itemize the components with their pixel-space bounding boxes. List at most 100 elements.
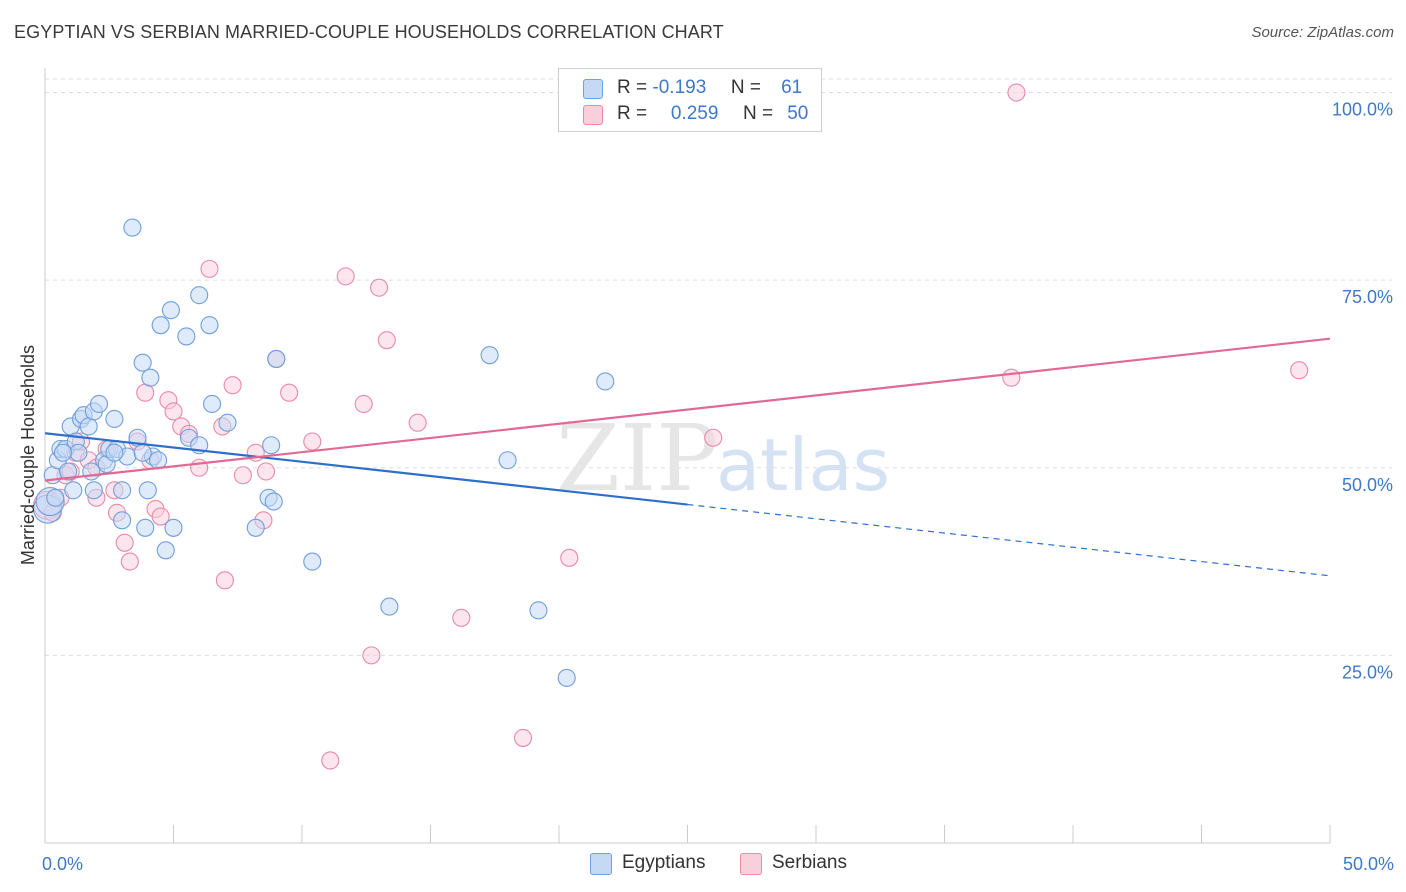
egyptians-point-48 bbox=[303, 552, 322, 571]
serbians-point-18 bbox=[151, 507, 170, 526]
legend-swatch-serbians bbox=[583, 105, 603, 125]
y-tick-label-0: 25.0% bbox=[1342, 662, 1393, 682]
serbians-point-24 bbox=[200, 259, 219, 278]
serbians-point-31 bbox=[256, 462, 276, 481]
egyptians-point-8 bbox=[64, 481, 83, 500]
egyptians-trend-extension bbox=[687, 503, 1331, 577]
bottom-legend-swatch-serbians bbox=[740, 853, 762, 875]
egyptians-point-50 bbox=[480, 346, 499, 365]
egyptians-point-25 bbox=[123, 218, 142, 237]
egyptians-point-55 bbox=[190, 286, 209, 305]
serbians-point-34 bbox=[303, 432, 322, 451]
watermark-atlas: atlas bbox=[716, 423, 890, 507]
egyptians-point-51 bbox=[498, 451, 517, 470]
y-tick-label-1: 50.0% bbox=[1342, 475, 1393, 495]
egyptians-points bbox=[33, 218, 615, 687]
chart-title: EGYPTIAN VS SERBIAN MARRIED-COUPLE HOUSE… bbox=[14, 22, 724, 42]
watermark-zip: ZIP bbox=[556, 405, 718, 512]
legend-swatch-egyptians bbox=[583, 79, 603, 99]
serbians-point-42 bbox=[321, 751, 340, 770]
egyptians-point-56 bbox=[105, 443, 124, 462]
serbians-point-20 bbox=[164, 402, 183, 421]
serbians-point-40 bbox=[408, 413, 427, 432]
egyptians-point-54 bbox=[596, 372, 615, 391]
egyptians-point-59 bbox=[53, 443, 73, 462]
egyptians-point-43 bbox=[246, 518, 265, 537]
egyptians-trend-line bbox=[44, 432, 688, 506]
serbians-point-12 bbox=[115, 533, 134, 552]
egyptians-point-52 bbox=[529, 601, 548, 620]
bottom-legend-label-egyptians: Egyptians bbox=[622, 852, 706, 873]
serbians-point-37 bbox=[362, 646, 381, 665]
egyptians-point-15 bbox=[84, 481, 103, 500]
serbians-point-43 bbox=[513, 728, 533, 747]
egyptians-point-28 bbox=[136, 518, 155, 537]
egyptians-point-16 bbox=[89, 394, 109, 414]
y-tick-label-3: 100.0% bbox=[1332, 100, 1393, 120]
legend-n-value: 50 bbox=[787, 103, 809, 124]
egyptians-point-32 bbox=[149, 451, 168, 470]
serbians-point-35 bbox=[336, 267, 355, 286]
legend-box: R = -0.193 N = 61 R = 0.259 N = 50 bbox=[558, 68, 822, 132]
serbians-point-45 bbox=[704, 428, 723, 447]
serbians-point-48 bbox=[1290, 361, 1309, 380]
y-tick-label-2: 75.0% bbox=[1342, 287, 1393, 307]
egyptians-point-45 bbox=[262, 436, 281, 455]
serbians-point-39 bbox=[377, 331, 396, 350]
legend-r-label: R = bbox=[617, 77, 648, 98]
legend-n-value: 61 bbox=[781, 77, 803, 98]
y-axis-label: Married-couple Households bbox=[18, 345, 38, 565]
egyptians-point-47 bbox=[267, 349, 286, 368]
serbians-point-36 bbox=[354, 394, 373, 414]
egyptians-point-33 bbox=[151, 316, 170, 335]
egyptians-point-60 bbox=[46, 488, 65, 507]
watermark: ZIP atlas bbox=[556, 405, 890, 512]
egyptians-point-23 bbox=[113, 511, 132, 530]
serbians-point-15 bbox=[136, 383, 155, 402]
legend-r-value: 0.259 bbox=[670, 103, 719, 124]
egyptians-point-35 bbox=[161, 301, 180, 320]
serbians-point-33 bbox=[280, 383, 299, 402]
serbians-trend-line bbox=[44, 337, 1331, 482]
x-tick-label-1: 50.0% bbox=[1343, 854, 1394, 874]
egyptians-point-40 bbox=[200, 316, 219, 335]
egyptians-point-27 bbox=[133, 353, 152, 372]
legend-text-egyptians: R = -0.193 N = 61 bbox=[617, 77, 802, 99]
egyptians-point-46 bbox=[264, 492, 283, 511]
egyptians-point-36 bbox=[164, 518, 183, 537]
serbians-point-38 bbox=[370, 278, 389, 297]
serbians-point-47 bbox=[1007, 83, 1026, 102]
egyptians-point-22 bbox=[113, 481, 132, 500]
trend-lines bbox=[44, 337, 1331, 577]
egyptians-point-37 bbox=[177, 327, 196, 346]
legend-r-value: -0.193 bbox=[652, 77, 707, 98]
egyptians-point-57 bbox=[69, 443, 88, 462]
serbians-point-41 bbox=[452, 608, 471, 627]
serbians-point-13 bbox=[120, 552, 139, 571]
serbians-point-26 bbox=[215, 571, 234, 590]
egyptians-point-30 bbox=[141, 368, 160, 387]
serbians-point-28 bbox=[233, 466, 252, 485]
egyptians-point-49 bbox=[380, 597, 399, 616]
egyptians-point-58 bbox=[133, 443, 152, 462]
bottom-legend-label-serbians: Serbians bbox=[772, 852, 847, 873]
egyptians-point-29 bbox=[138, 481, 157, 500]
egyptians-point-42 bbox=[218, 413, 237, 432]
egyptians-point-34 bbox=[156, 541, 175, 560]
egyptians-point-6 bbox=[59, 462, 78, 481]
serbians-point-46 bbox=[1002, 368, 1021, 387]
gridlines bbox=[45, 78, 1392, 656]
bottom-legend-swatch-egyptians bbox=[590, 853, 612, 875]
egyptians-point-20 bbox=[105, 409, 124, 429]
egyptians-point-41 bbox=[203, 394, 222, 414]
legend-r-label: R = bbox=[617, 103, 648, 124]
legend-text-serbians: R = 0.259 N = 50 bbox=[617, 103, 808, 125]
egyptians-point-12 bbox=[79, 417, 98, 436]
legend-n-label: N = bbox=[730, 77, 761, 98]
legend-n-label: N = bbox=[742, 103, 774, 124]
source-label: Source: ZipAtlas.com bbox=[1251, 24, 1394, 41]
serbians-point-44 bbox=[560, 548, 579, 567]
serbians-point-27 bbox=[223, 376, 242, 395]
axes bbox=[44, 68, 1331, 844]
